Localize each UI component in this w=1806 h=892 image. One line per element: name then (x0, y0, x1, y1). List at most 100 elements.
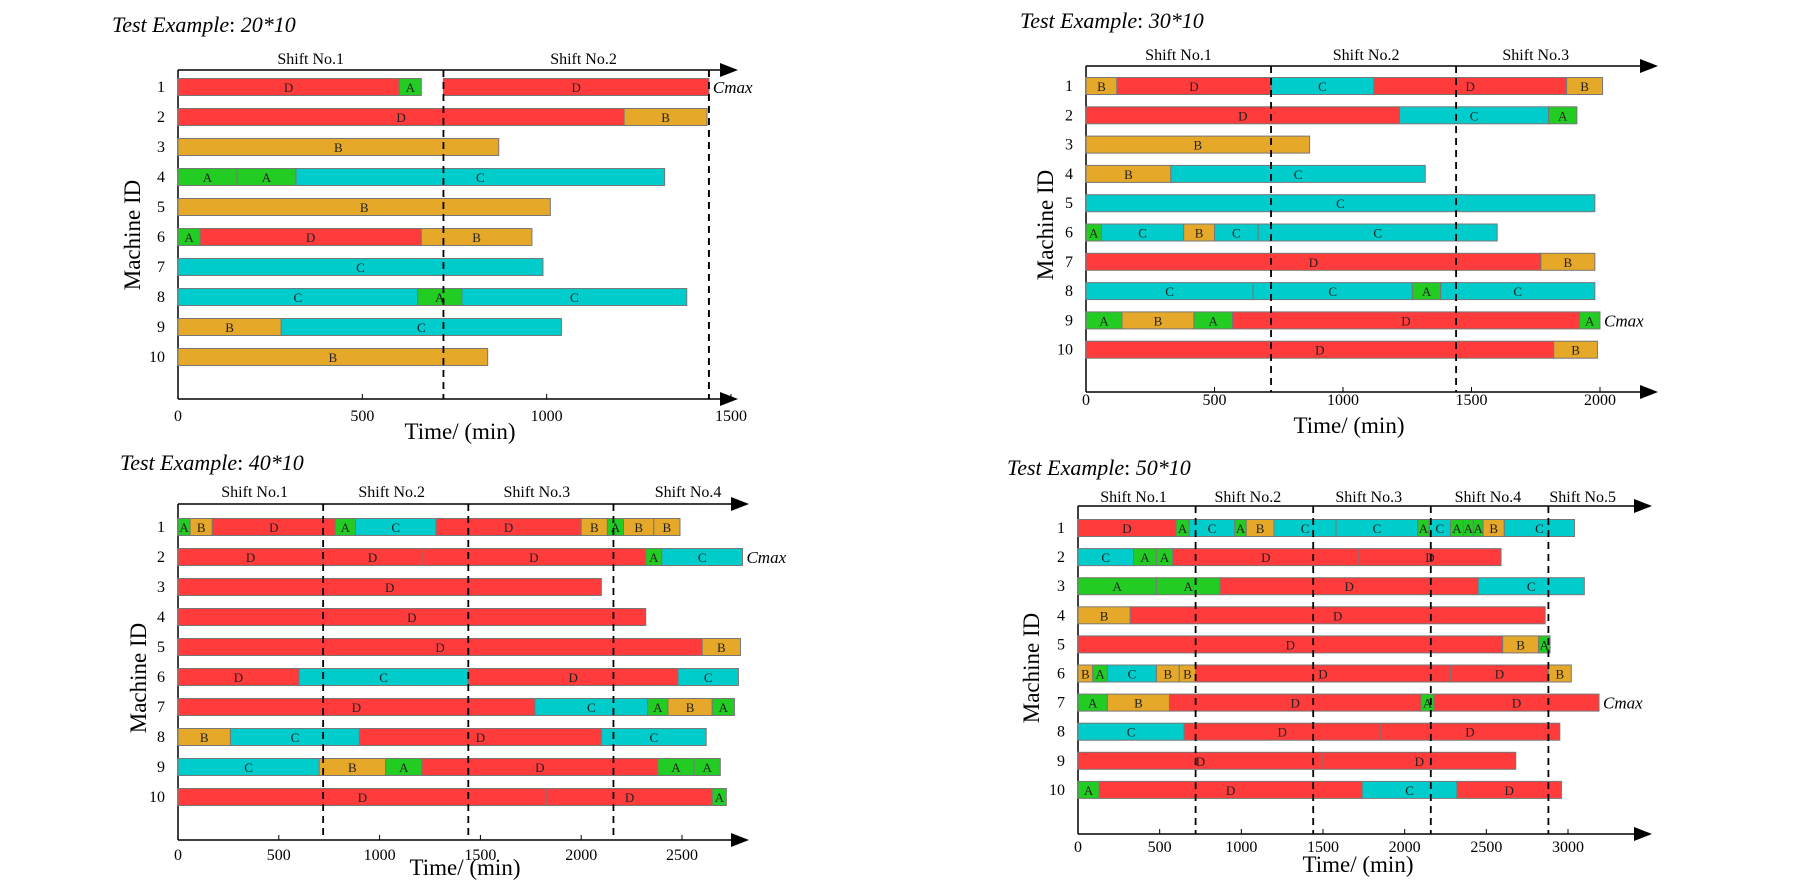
task-job-label: D (625, 790, 634, 805)
task-job-label: C (1138, 226, 1147, 241)
task-job-label: A (1236, 521, 1246, 536)
task-job-label: C (1405, 783, 1414, 798)
task-job-label: B (717, 640, 726, 655)
shift-label: Shift No.1 (221, 484, 288, 501)
task-job-label: C (1208, 521, 1217, 536)
x-axis-label: Time/ (min) (405, 419, 516, 444)
task-job-label: C (704, 670, 713, 685)
machine-id-label: 6 (157, 669, 165, 686)
task-job-label: D (529, 550, 538, 565)
task-bar-a (711, 698, 735, 716)
chart-title-value: 50*10 (1136, 455, 1191, 480)
task-job-label: A (1423, 696, 1433, 711)
machine-id-label: 9 (157, 319, 165, 336)
task-job-label: D (352, 700, 361, 715)
task-job-label: A (1160, 550, 1170, 565)
x-tick-label: 0 (174, 408, 182, 425)
x-axis-arrow (720, 392, 738, 406)
task-job-label: C (1101, 550, 1110, 565)
machine-id-label: 7 (157, 699, 165, 716)
machine-id-label: 9 (157, 759, 165, 776)
task-job-label: B (1097, 79, 1106, 94)
machine-id-label: 1 (1057, 520, 1065, 537)
task-job-label: A (1558, 108, 1568, 123)
task-job-label: C (1513, 284, 1522, 299)
task-job-label: A (1088, 696, 1098, 711)
x-tick-label: 1500 (464, 847, 496, 864)
task-job-label: D (1261, 550, 1270, 565)
task-bar-d (1129, 606, 1546, 625)
machine-id-label: 10 (1049, 782, 1065, 799)
task-job-label: A (1422, 284, 1432, 299)
task-job-label: D (1189, 79, 1198, 94)
machine-id-label: 5 (1057, 636, 1065, 653)
task-job-label: B (1100, 608, 1109, 623)
x-axis-arrow (1640, 385, 1658, 399)
x-tick-label: 1500 (1456, 392, 1488, 409)
top-axis-arrow (1640, 59, 1658, 73)
shift-label: Shift No.5 (1549, 489, 1616, 506)
task-job-label: B (1134, 696, 1143, 711)
machine-id-label: 2 (1065, 107, 1073, 124)
x-tick-label: 1500 (1307, 839, 1339, 856)
task-bar-b (623, 108, 708, 126)
task-bar-c (177, 258, 544, 276)
machine-id-label: 2 (1057, 549, 1065, 566)
task-job-label: C (1470, 108, 1479, 123)
task-job-label: D (504, 520, 513, 535)
machine-id-label: 3 (1065, 137, 1073, 154)
task-job-label: D (1415, 754, 1424, 769)
task-job-label: D (1512, 696, 1521, 711)
task-job-label: A (262, 170, 272, 185)
task-job-label: A (1540, 637, 1550, 652)
y-axis-label: Machine ID (120, 180, 145, 291)
machine-id-label: 7 (1065, 254, 1073, 271)
task-job-label: B (686, 700, 695, 715)
chart-title-label: Test Example (1007, 455, 1124, 480)
machine-id-label: 6 (1065, 225, 1073, 242)
task-job-label: B (1195, 226, 1204, 241)
task-job-label: D (1401, 313, 1410, 328)
task-job-label: D (1291, 696, 1300, 711)
x-axis-arrow (1634, 827, 1652, 841)
task-bar-a (1538, 635, 1551, 654)
chart-title-colon: : (229, 12, 241, 37)
task-job-label: A (179, 520, 189, 535)
task-job-label: A (435, 290, 445, 305)
task-bar-c (1170, 164, 1426, 183)
shift-label: Shift No.2 (1215, 489, 1282, 506)
shift-label: Shift No.4 (1455, 489, 1522, 506)
x-tick-label: 500 (1203, 392, 1227, 409)
task-job-label: C (1527, 579, 1536, 594)
chart-title-colon: : (237, 450, 249, 475)
machine-id-label: 10 (1057, 342, 1073, 359)
task-job-label: A (1089, 226, 1099, 241)
task-job-label: A (703, 760, 713, 775)
task-job-label: C (1301, 521, 1310, 536)
task-job-label: C (1232, 226, 1241, 241)
machine-id-label: 3 (157, 139, 165, 156)
task-job-label: C (391, 520, 400, 535)
task-job-label: D (1226, 783, 1235, 798)
task-job-label: D (246, 550, 255, 565)
task-bar-d (177, 578, 602, 596)
shift-label: Shift No.3 (1335, 489, 1402, 506)
task-job-label: B (1571, 343, 1580, 358)
machine-id-label: 1 (1065, 78, 1073, 95)
task-job-label: B (1555, 667, 1564, 682)
task-job-label: C (293, 290, 302, 305)
task-job-label: A (719, 700, 729, 715)
task-job-label: D (568, 670, 577, 685)
task-job-label: D (407, 610, 416, 625)
machine-id-label: 5 (1065, 195, 1073, 212)
task-job-label: D (1277, 725, 1286, 740)
cmax-label: Cmax (746, 548, 786, 567)
task-job-label: A (715, 790, 725, 805)
chart-title-value: 30*10 (1148, 8, 1204, 33)
task-job-label: C (1535, 521, 1544, 536)
task-job-label: D (1466, 79, 1475, 94)
task-bar-c (1085, 194, 1596, 213)
task-job-label: D (1495, 667, 1504, 682)
task-job-label: A (1140, 550, 1150, 565)
task-bar-c (1503, 519, 1576, 537)
